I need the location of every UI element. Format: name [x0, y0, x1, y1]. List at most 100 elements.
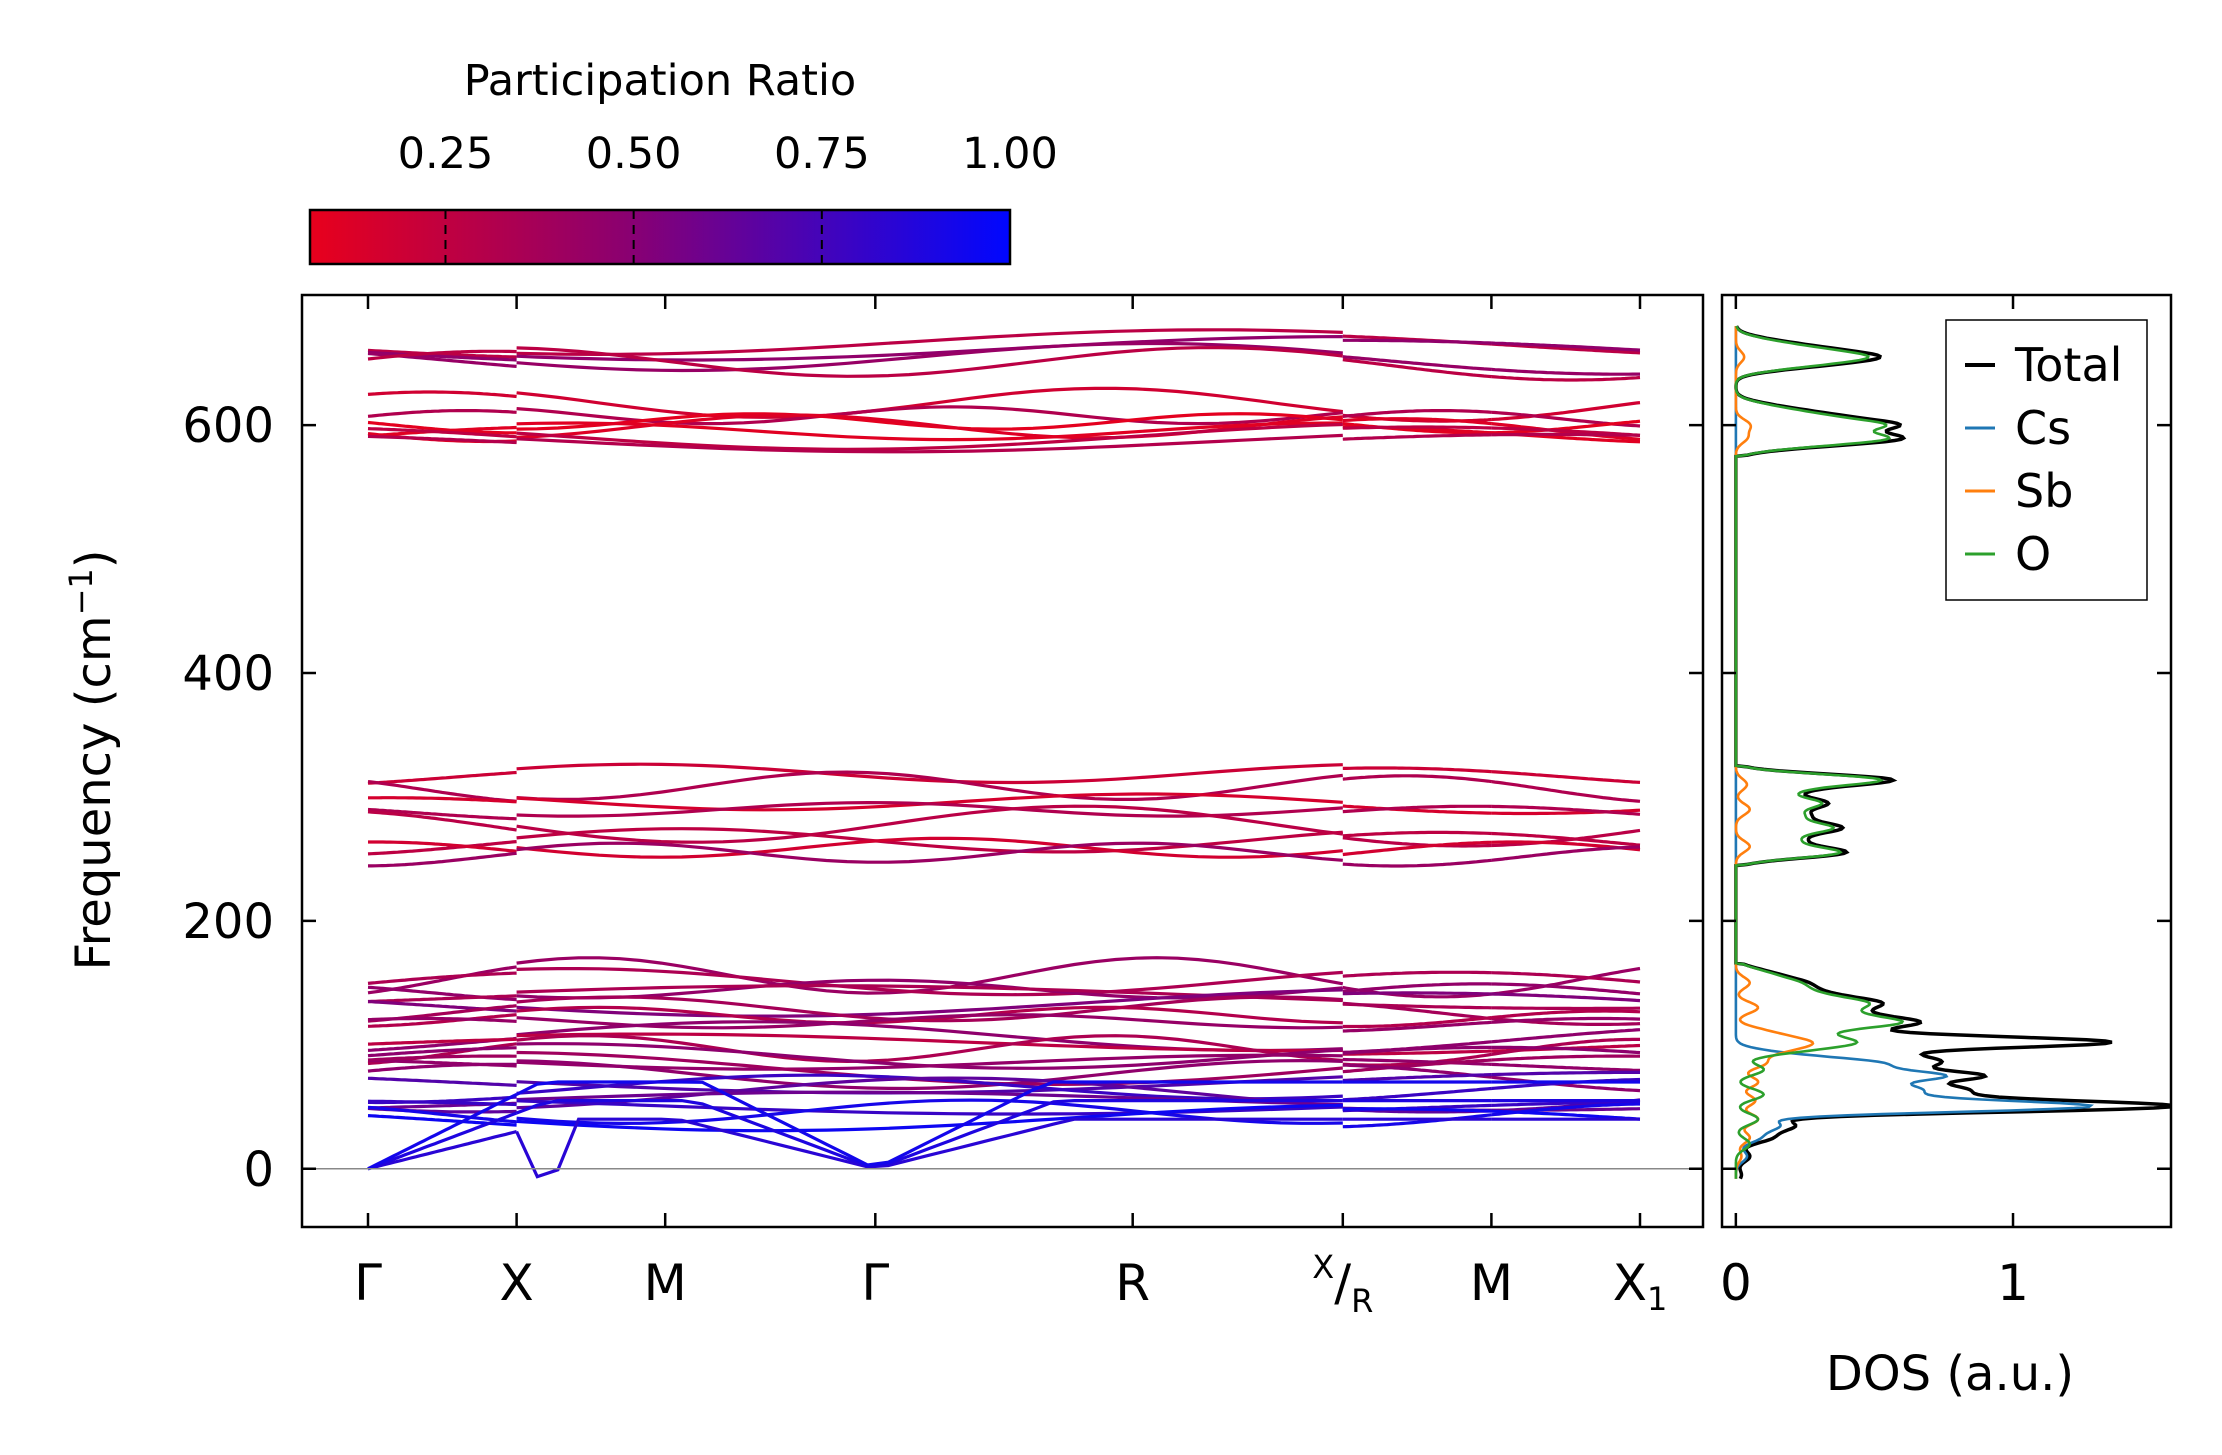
y-tick-label: 400 — [182, 646, 274, 702]
band-line — [516, 421, 1343, 442]
band-line — [367, 409, 517, 418]
dos-series-line — [1734, 325, 1905, 1179]
band-line — [367, 1046, 517, 1058]
band-line — [516, 841, 1343, 864]
k-tick-label: X/R — [1312, 1248, 1373, 1320]
band-line — [1342, 804, 1492, 814]
band-line — [1491, 1107, 1641, 1112]
band-lines — [367, 328, 1641, 1179]
band-line — [1342, 1107, 1492, 1113]
band-line — [1491, 1075, 1641, 1093]
band-line — [367, 434, 517, 445]
band-line — [1491, 804, 1641, 816]
band-line — [1491, 1062, 1641, 1072]
band-line — [367, 810, 517, 832]
band-line — [1342, 409, 1492, 418]
band-line — [1342, 858, 1492, 868]
band-line — [516, 1013, 1343, 1030]
band-line — [516, 1053, 1343, 1071]
legend-label: O — [2015, 527, 2051, 581]
band-line — [516, 804, 1343, 844]
colorbar-title: Participation Ratio — [464, 56, 857, 106]
band-line — [1491, 780, 1641, 803]
band-line — [1342, 1073, 1492, 1083]
band-line — [1342, 1045, 1492, 1055]
band-line — [516, 1005, 1343, 1025]
colorbar: Participation Ratio 0.25 0.50 0.75 1.00 — [308, 56, 1058, 266]
band-line — [1342, 1049, 1492, 1056]
band-line — [1342, 1058, 1492, 1074]
band-line — [1342, 1016, 1492, 1029]
legend-items: Total Cs Sb O — [1965, 338, 2122, 581]
band-line — [367, 427, 517, 439]
band-line — [1491, 341, 1641, 352]
band-line — [367, 994, 517, 1004]
band-line — [1491, 845, 1641, 862]
band-line — [516, 836, 1343, 859]
dos-lines — [1734, 325, 2171, 1180]
legend-label: Sb — [2015, 464, 2073, 518]
legend-label: Total — [2014, 338, 2122, 392]
band-line — [516, 1099, 1343, 1168]
band-line — [367, 1092, 518, 1171]
band-line — [367, 390, 517, 399]
band-line — [1491, 367, 1640, 376]
band-line — [1491, 770, 1641, 784]
band-line — [1491, 401, 1641, 422]
band-line — [367, 971, 517, 985]
band-line — [1491, 982, 1641, 996]
band-line — [1491, 342, 1641, 355]
band-line — [516, 1076, 1343, 1110]
band-line — [516, 1103, 1343, 1133]
band-line — [516, 1032, 1343, 1053]
band-line — [368, 851, 517, 868]
band-line — [1491, 1037, 1640, 1056]
band-line — [516, 792, 1343, 812]
band-line — [367, 1130, 517, 1171]
band-line — [367, 1111, 518, 1171]
colorbar-tick-label: 0.75 — [774, 129, 870, 179]
k-tick-label: X1 — [1613, 1254, 1668, 1318]
band-line — [1342, 1001, 1492, 1021]
band-frame — [300, 293, 1705, 1229]
band-line — [1342, 417, 1492, 426]
band-line — [367, 1013, 517, 1028]
band-line — [1342, 991, 1492, 996]
colorbar-tick-label: 1.00 — [962, 129, 1058, 179]
band-structure-panel: 0 200 400 600 Γ X M Γ R X/R M X1 Frequency (cm−1) — [62, 293, 1705, 1320]
y-tick-label: 600 — [182, 398, 274, 454]
band-line — [1491, 1054, 1640, 1062]
k-tick-label: Γ — [354, 1254, 382, 1312]
band-line — [367, 1076, 517, 1087]
band-line — [1342, 1113, 1492, 1129]
band-line — [516, 956, 1344, 995]
band-line — [367, 1062, 517, 1073]
band-line — [367, 1054, 517, 1062]
band-line — [1342, 985, 1492, 999]
dos-x-tick-label: 0 — [1720, 1254, 1752, 1312]
band-line — [1342, 766, 1492, 774]
band-line — [367, 349, 517, 361]
colorbar-ticks: 0.25 0.50 0.75 1.00 — [398, 129, 1058, 264]
band-line — [516, 328, 1343, 357]
band-line — [1491, 828, 1641, 848]
band-line — [1342, 1020, 1492, 1033]
k-tick-label: M — [644, 1254, 687, 1312]
band-line — [368, 840, 517, 853]
band-line — [516, 422, 1343, 451]
band-line — [1342, 355, 1492, 371]
band-line — [367, 807, 517, 821]
band-line — [1342, 433, 1492, 441]
band-line — [1491, 1009, 1641, 1020]
band-line — [1342, 774, 1492, 784]
band-line — [1491, 1006, 1640, 1011]
y-tick-label: 200 — [182, 894, 274, 950]
x-axis-label: DOS (a.u.) — [1826, 1346, 2074, 1402]
band-line — [516, 988, 1343, 1018]
band-line — [516, 978, 1343, 1000]
y-axis-label: Frequency (cm−1) — [62, 549, 122, 970]
band-line — [1342, 836, 1492, 848]
band-line — [1491, 432, 1641, 437]
band-line — [516, 405, 1343, 426]
